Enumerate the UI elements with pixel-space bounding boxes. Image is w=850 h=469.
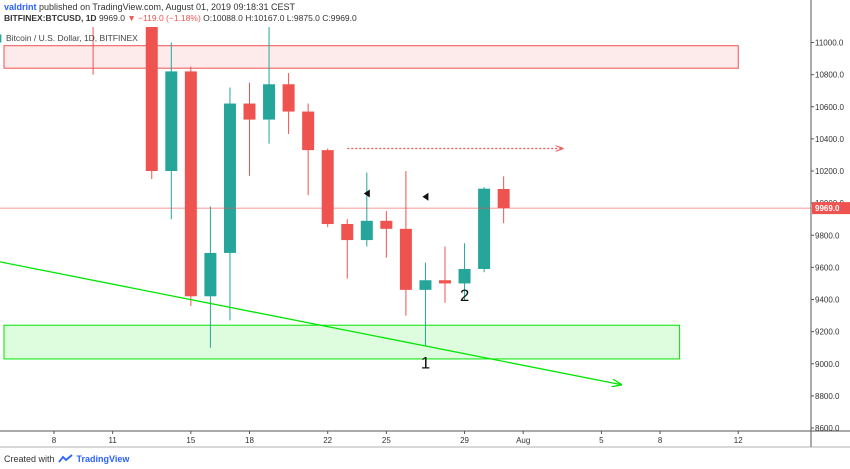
time-tick-label: 18 [245,436,254,445]
price-tick-label: 9600.0 [815,263,840,272]
time-tick-label: 8 [658,436,663,445]
last-price-badge [812,202,850,215]
marker-triangle-icon [422,192,429,201]
candle[interactable] [439,246,451,303]
time-tick-label: 8 [52,436,57,445]
footer-prefix: Created with [4,454,55,464]
candle[interactable] [341,219,354,279]
time-tick-label: 5 [599,436,604,445]
candle[interactable] [184,66,197,306]
candle-body [87,0,99,26]
symbol-label: BITFINEX:BTCUSD, 1D [4,13,97,23]
publisher-name[interactable]: valdrint [4,2,37,12]
resistance-zone[interactable] [3,45,739,69]
candle[interactable] [87,0,99,75]
candle[interactable] [302,103,315,196]
candle[interactable] [497,176,510,224]
time-tick-label: 11 [108,436,117,445]
support-trendline[interactable] [0,261,621,385]
ohlc-values: O:10088.0 H:10167.0 L:9875.0 C:9969.0 [203,13,357,23]
candle-body [380,220,393,229]
candle-body [478,188,491,269]
candle[interactable] [419,262,432,347]
price-tick-label: 8800.0 [815,392,840,401]
candle[interactable] [321,148,334,228]
annotation-label: 1 [421,354,430,373]
time-tick-label: 29 [460,436,469,445]
candle-body [184,71,197,297]
price-tick-label: 9800.0 [815,231,840,240]
candle[interactable] [399,171,412,316]
support-zone[interactable] [3,324,681,360]
candle-body [243,103,256,120]
candle[interactable] [360,172,373,247]
candle-body [263,84,276,120]
price-tick-label: 10800.0 [815,71,844,80]
candle[interactable] [380,211,393,258]
candle-body [321,150,334,225]
marker-triangle-icon [363,189,370,198]
candle-body [145,27,158,171]
change-value: ▼ −119.0 (−1.18%) [127,13,201,23]
price-tick-label: 11000.0 [815,39,844,48]
candle-body [497,188,510,209]
time-tick-label: 12 [734,436,743,445]
candle-body [341,224,354,241]
candle[interactable] [478,187,491,273]
candle-body [419,280,432,290]
price-tick-label: 10400.0 [815,135,844,144]
price-tick-label: 9200.0 [815,328,840,337]
candle[interactable] [204,206,217,348]
candle[interactable] [223,87,236,321]
time-tick-label: Aug [516,436,530,445]
price-tick-label: 10600.0 [815,103,844,112]
candle[interactable] [458,243,471,302]
candle-body [204,252,217,297]
candle[interactable] [0,18,2,50]
candle-body [282,84,295,112]
price-tick-label: 8600.0 [815,424,840,433]
price-tick-label: 9000.0 [815,360,840,369]
candle-body [165,71,178,171]
candle-body [223,103,236,253]
candle-body [458,268,471,284]
candle[interactable] [165,42,178,220]
symbol-line: BITFINEX:BTCUSD, 1D 9969.0 ▼ −119.0 (−1.… [4,13,357,23]
price-value: 9969.0 [98,13,125,23]
candle-body [439,280,451,284]
candle[interactable] [145,0,158,180]
time-tick-label: 15 [186,436,195,445]
time-tick-label: 25 [382,436,391,445]
candle-body [302,111,315,151]
candle-body [360,220,373,241]
price-tick-label: 10200.0 [815,167,844,176]
candle[interactable] [282,73,295,135]
chart-legend: Bitcoin / U.S. Dollar, 1D, BITFINEX [6,33,138,43]
footer-brand[interactable]: TradingView [76,454,130,464]
publish-line: valdrint published on TradingView.com, A… [4,2,295,12]
candle-body [0,34,2,43]
last-price-label: 9969.0 [815,204,840,213]
candle[interactable] [243,82,256,176]
candle[interactable] [263,26,276,144]
time-tick-label: 22 [323,436,332,445]
footer: Created with TradingView [4,454,129,464]
tradingview-logo-icon [57,454,73,463]
price-tick-label: 9400.0 [815,296,840,305]
candle-body [399,228,412,290]
annotation-label: 2 [460,286,469,305]
published-text: published on TradingView.com, August 01,… [39,2,296,12]
